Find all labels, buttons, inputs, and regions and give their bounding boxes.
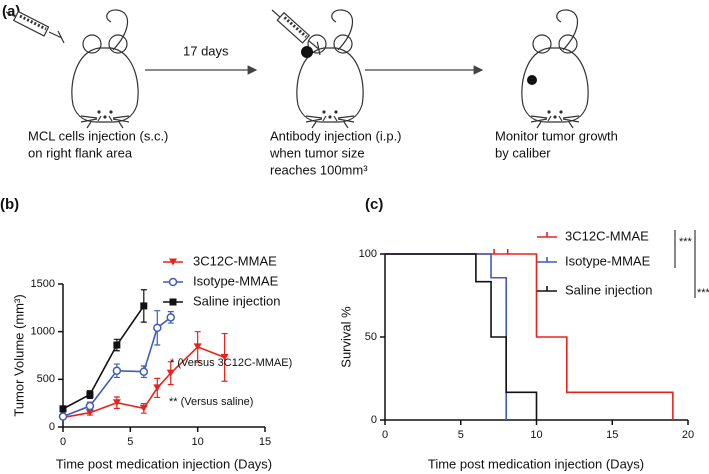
annotation: ** (Versus saline) — [169, 396, 253, 408]
y-tick-label: 100 — [359, 248, 377, 260]
x-tick-label: 5 — [127, 436, 133, 448]
tumor — [527, 75, 537, 85]
x-axis-label: Time post medication injection (Days) — [428, 456, 644, 471]
legend-label: 3C12C-MMAE — [565, 228, 649, 243]
x-tick-label: 0 — [382, 429, 388, 441]
marker — [58, 412, 68, 421]
mouse-icon — [71, 9, 139, 129]
legend-line — [537, 286, 557, 292]
marker — [85, 401, 95, 411]
x-tick-label: 10 — [192, 436, 204, 448]
syringe-icon — [262, 8, 330, 57]
x-tick-label: 10 — [530, 429, 542, 441]
marker — [166, 313, 175, 322]
legend-line — [537, 232, 557, 238]
y-axis-label: Tumor Volume (mm³) — [11, 294, 26, 416]
y-tick-label: 500 — [37, 373, 55, 385]
x-tick-label: 0 — [60, 436, 66, 448]
step-text: when tumor size — [269, 145, 365, 160]
significance-label: *** — [697, 287, 709, 299]
mouse-icon — [521, 9, 589, 129]
x-tick-label: 15 — [606, 429, 618, 441]
step-text: Monitor tumor growth — [495, 128, 618, 143]
survival-line — [385, 253, 507, 420]
marker — [140, 302, 148, 310]
y-tick-label: 0 — [371, 414, 377, 426]
marker — [86, 391, 94, 399]
survival-line — [385, 253, 674, 420]
marker — [85, 409, 94, 417]
y-tick-label: 1500 — [31, 278, 55, 290]
panel-label: (b) — [0, 196, 19, 213]
legend-label: Saline injection — [193, 293, 280, 308]
marker — [168, 277, 178, 287]
x-axis-label: Time post medication injection (Days) — [56, 456, 272, 471]
marker — [193, 343, 202, 351]
marker — [139, 367, 149, 376]
y-tick-label: 1000 — [31, 326, 55, 338]
significance-label: *** — [679, 236, 693, 248]
interval-label: 17 days — [183, 43, 229, 58]
y-tick-label: 50 — [365, 331, 377, 343]
step-text: by caliber — [495, 145, 551, 160]
x-tick-label: 15 — [259, 436, 271, 448]
marker — [153, 384, 162, 392]
panel-label: (c) — [365, 196, 383, 213]
tumor — [301, 46, 313, 58]
legend-label: Isotype-MMAE — [193, 273, 279, 288]
series-line — [62, 305, 145, 410]
marker — [220, 353, 229, 361]
marker — [112, 366, 122, 376]
step-text: reaches 100mm³ — [270, 162, 368, 177]
annotation: * (Versus 3C12C-MMAE) — [170, 357, 292, 369]
mouse-icon — [296, 9, 364, 129]
marker — [166, 369, 175, 377]
y-axis-label: Survival % — [338, 306, 353, 368]
legend-label: Saline injection — [565, 282, 652, 297]
marker — [169, 298, 177, 306]
step-text: on right flank area — [28, 145, 133, 160]
marker — [113, 341, 121, 349]
marker — [112, 399, 121, 407]
survival-line — [385, 253, 538, 420]
series-line — [62, 345, 225, 419]
legend-label: 3C12C-MMAE — [193, 253, 277, 268]
step-text: MCL cells injection (s.c.) — [28, 128, 168, 143]
syringe-icon — [4, 10, 66, 45]
x-tick-label: 5 — [458, 429, 464, 441]
marker — [153, 323, 162, 333]
legend-line — [537, 257, 557, 263]
x-tick-label: 20 — [682, 429, 694, 441]
step-text: Antibody injection (i.p.) — [270, 128, 402, 143]
legend-label: Isotype-MMAE — [565, 253, 651, 268]
marker — [59, 405, 67, 413]
y-tick-label: 0 — [49, 421, 55, 433]
marker — [169, 258, 177, 266]
marker — [139, 404, 148, 412]
